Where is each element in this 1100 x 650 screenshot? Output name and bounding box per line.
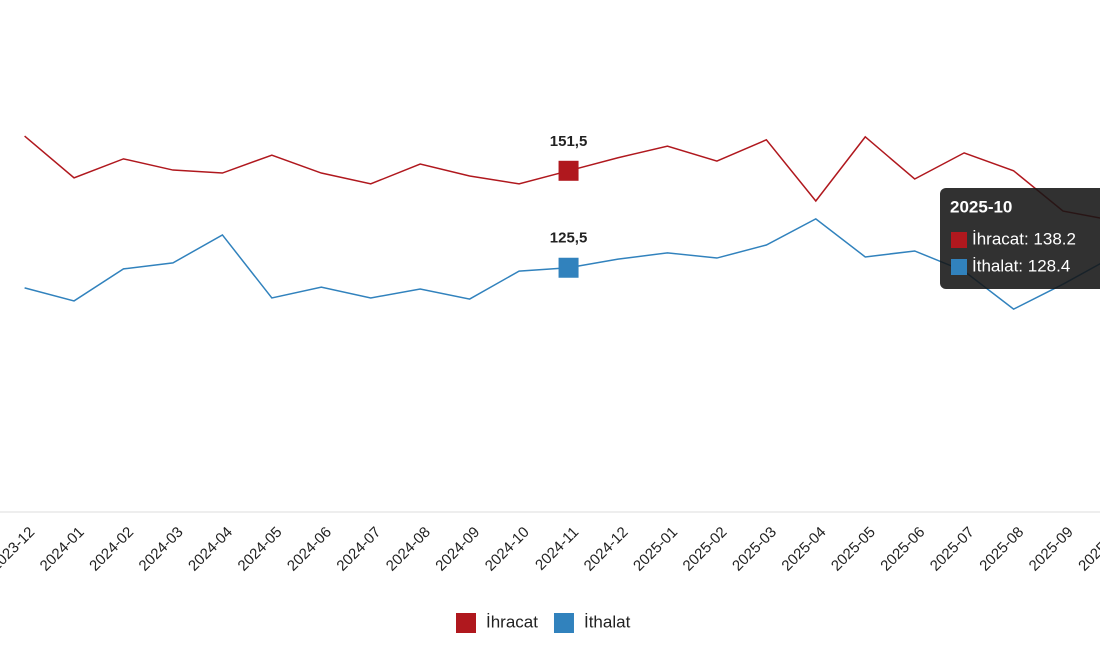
x-tick-label: 2024-01 xyxy=(37,524,88,575)
x-tick-label: 2024-05 xyxy=(235,524,286,575)
legend-swatch xyxy=(456,613,476,633)
tooltip-line: İthalat: 128.4 xyxy=(972,256,1070,275)
x-tick-label: 2024-11 xyxy=(532,524,582,574)
x-tick-label: 2025-10 xyxy=(1075,524,1100,575)
x-tick-label: 2024-09 xyxy=(432,524,483,575)
x-tick-label: 2024-12 xyxy=(581,524,632,575)
tooltip-swatch xyxy=(951,259,967,275)
x-tick-label: 2024-08 xyxy=(383,524,434,575)
x-tick-label: 2024-10 xyxy=(482,524,533,575)
point-marker xyxy=(558,257,579,278)
tooltip-line: İhracat: 138.2 xyxy=(972,229,1076,248)
x-tick-label: 2025-07 xyxy=(927,524,978,575)
x-tick-label: 2025-06 xyxy=(877,524,928,575)
data-label: 151,5 xyxy=(550,133,588,150)
x-tick-label: 2024-07 xyxy=(333,524,384,575)
x-tick-label: 2025-05 xyxy=(828,524,879,575)
x-tick-label: 2024-03 xyxy=(136,524,187,575)
legend-label: İhracat xyxy=(486,612,538,631)
data-label: 125,5 xyxy=(550,230,588,247)
tooltip-title: 2025-10 xyxy=(950,197,1012,216)
point-marker xyxy=(558,160,579,181)
x-tick-label: 2025-03 xyxy=(729,524,780,575)
tooltip-swatch xyxy=(951,232,967,248)
x-tick-label: 2024-06 xyxy=(284,524,335,575)
x-tick-label: 2025-09 xyxy=(1026,524,1077,575)
x-tick-label: 2024-02 xyxy=(86,524,137,575)
legend-swatch xyxy=(553,613,574,633)
x-tick-label: 2025-02 xyxy=(680,524,731,575)
x-tick-label: 2024-04 xyxy=(185,524,236,575)
x-tick-label: 2025-04 xyxy=(778,524,829,575)
x-tick-label: 2025-01 xyxy=(630,524,681,575)
tooltip: 2025-10 İhracat: 138.2 İthalat: 128.4 xyxy=(940,188,1100,289)
x-tick-label: 2023-12 xyxy=(0,524,38,575)
x-tick-label: 2025-08 xyxy=(976,524,1027,575)
legend-label: İthalat xyxy=(584,612,631,631)
tooltip-box xyxy=(940,188,1100,289)
